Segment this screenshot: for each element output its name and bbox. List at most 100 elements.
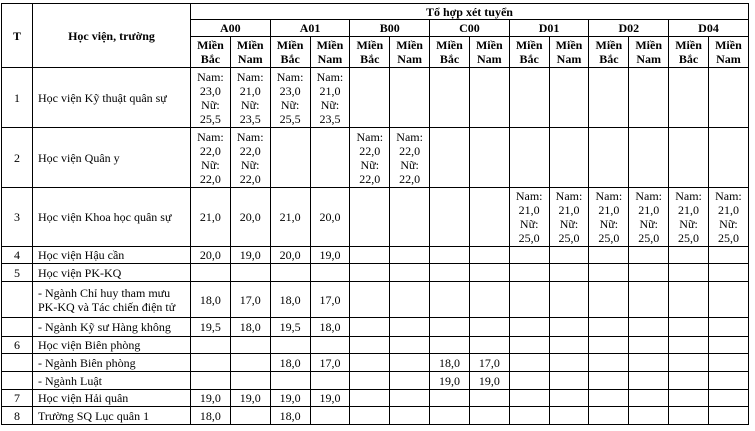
score-cell [309, 127, 351, 188]
score-cell [508, 336, 550, 354]
score-cell [588, 317, 630, 337]
score-cell: 19,0 [229, 246, 271, 264]
score-cell [309, 263, 351, 282]
combo-header: D02 [588, 19, 670, 37]
row-number: 1 [1, 67, 33, 128]
institution-name: Học viện Quân y [32, 127, 191, 188]
region-header: Miền Bắc [588, 36, 630, 68]
score-cell [508, 353, 550, 372]
score-cell: 18,0 [190, 281, 231, 318]
score-cell [668, 389, 709, 407]
score-cell [668, 336, 709, 354]
score-cell [588, 336, 630, 354]
score-cell [349, 263, 391, 282]
score-cell: 19,0 [190, 389, 231, 407]
header-row: T Học viện, trường Tổ hợp xét tuyển [1, 3, 749, 68]
institution-name: Học viện Hậu cần [32, 246, 191, 264]
score-cell [229, 371, 271, 390]
header-row: Miền Bắc Miền Nam Miền Bắc Miền Nam Miền Bắc… [2, 36, 749, 68]
score-cell: Nam: 21,0 Nữ: 25,0 [668, 187, 709, 247]
table-row: 8 Trường SQ Lục quân 1 18,0 18,0 [1, 406, 749, 425]
score-cell [588, 353, 630, 372]
score-cell [588, 67, 630, 128]
score-cell [508, 281, 550, 318]
score-cell: Nam: 21,0 Nữ: 23,5 [309, 67, 351, 128]
row-number [1, 317, 33, 337]
score-cell [548, 127, 590, 188]
row-number: 6 [1, 336, 33, 354]
table-row: - Ngành Chỉ huy tham mưu PK-KQ và Tác ch… [1, 281, 749, 318]
score-cell: Nam: 23,0 Nữ: 25,5 [269, 67, 311, 128]
admission-table: T Học viện, trường Tổ hợp xét tuyển A00 A01 B… [1, 3, 749, 425]
row-number [1, 281, 33, 318]
table-row: - Ngành Luật 19,0 19,0 [1, 371, 749, 390]
combo-header: A00 [190, 19, 271, 37]
score-cell [389, 281, 431, 318]
table-row: 2 Học viện Quân y Nam: 22,0 Nữ: 22,0 Nam: 2… [1, 127, 749, 188]
score-cell [707, 353, 749, 372]
score-cell: 18,0 [269, 406, 311, 425]
table-row: - Ngành Kỹ sư Hàng không 19,5 18,0 19,5 18,0 [1, 317, 749, 337]
score-cell [548, 371, 590, 390]
score-cell: 20,0 [269, 246, 311, 264]
score-cell: Nam: 22,0 Nữ: 22,0 [389, 127, 431, 188]
table-row: 3 Học viện Khoa học quân sự 21,0 20,0 21,0 20… [1, 187, 749, 247]
institution-name: - Ngành Luật [32, 371, 191, 390]
score-cell [628, 246, 670, 264]
score-cell: 20,0 [229, 187, 271, 247]
score-cell: 18,0 [269, 281, 311, 318]
row-number [1, 353, 33, 372]
score-cell [389, 353, 431, 372]
score-cell [588, 281, 630, 318]
score-cell [548, 246, 590, 264]
score-cell [628, 127, 670, 188]
score-cell [548, 281, 590, 318]
row-number: 5 [1, 263, 33, 282]
header-cell: Tổ hợp xét tuyển [190, 3, 749, 20]
score-cell [707, 389, 749, 407]
row-number: 3 [1, 187, 33, 247]
score-cell [508, 263, 550, 282]
score-cell [468, 336, 510, 354]
region-header: Miền Bắc [429, 36, 470, 68]
score-cell [190, 263, 231, 282]
score-cell: 20,0 [309, 187, 351, 247]
institution-name: Học viện Hải quân [32, 389, 191, 407]
score-cell: 19,0 [309, 246, 351, 264]
region-header: Miền Bắc [349, 36, 391, 68]
score-cell [628, 317, 670, 337]
institution-name: Học viện Kỹ thuật quân sự [32, 67, 191, 128]
score-cell [389, 406, 431, 425]
row-number: 7 [1, 389, 33, 407]
score-cell [628, 389, 670, 407]
table-row: - Ngành Biên phòng 18,0 17,0 18,0 17,0 [1, 353, 749, 372]
score-cell [668, 317, 709, 337]
table-row: 4 Học viện Hậu cần 20,0 19,0 20,0 19,0 [1, 246, 749, 264]
institution-name: Học viện Khoa học quân sự [32, 187, 191, 247]
score-cell [588, 263, 630, 282]
score-cell [468, 389, 510, 407]
score-cell: Nam: 21,0 Nữ: 25,0 [548, 187, 590, 247]
region-header: Miền Nam [389, 36, 431, 68]
combo-header: C00 [429, 19, 510, 37]
score-cell [190, 371, 231, 390]
table-row: 6 Học viện Biên phòng [1, 336, 749, 354]
score-cell: 19,0 [269, 389, 311, 407]
score-cell [707, 127, 749, 188]
region-header: Miền Bắc [269, 36, 311, 68]
score-cell: Nam: 21,0 Nữ: 25,0 [707, 187, 749, 247]
score-cell: Nam: 21,0 Nữ: 23,5 [229, 67, 271, 128]
score-cell [229, 263, 271, 282]
institution-name: Học viện PK-KQ [32, 263, 191, 282]
score-cell [349, 353, 391, 372]
row-number: 4 [1, 246, 33, 264]
score-cell: Nam: 23,0 Nữ: 25,5 [190, 67, 231, 128]
score-cell: 19,0 [468, 371, 510, 390]
score-cell [508, 127, 550, 188]
table-row: 7 Học viện Hải quân 19,0 19,0 19,0 19,0 [1, 389, 749, 407]
score-cell [668, 406, 709, 425]
score-cell: 19,0 [229, 389, 271, 407]
score-cell [707, 336, 749, 354]
score-cell [548, 67, 590, 128]
region-header: Miền Nam [628, 36, 670, 68]
